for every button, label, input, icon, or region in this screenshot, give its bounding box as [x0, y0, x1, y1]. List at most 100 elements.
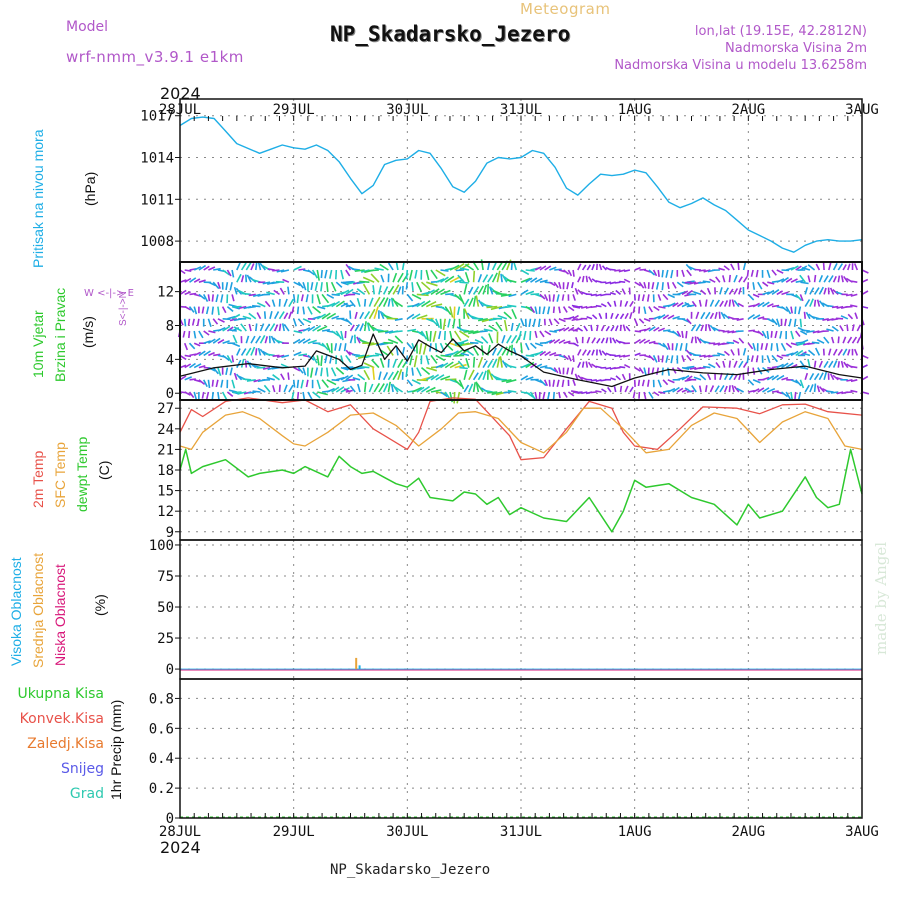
wind-arrow	[510, 322, 514, 332]
pressure-line	[179, 116, 863, 253]
wind-arrow	[422, 343, 428, 355]
wind-arrow	[257, 347, 262, 356]
wind-arrow	[179, 354, 187, 361]
y-tick-label: 25	[157, 631, 174, 647]
wind-arrow	[850, 365, 858, 369]
wind-arrow	[795, 330, 801, 337]
wind-arrow	[552, 306, 555, 314]
wind-arrow	[613, 300, 617, 307]
wind-arrow	[212, 281, 220, 290]
wind-arrow	[500, 293, 512, 297]
wind-arrow	[643, 367, 647, 375]
wind-arrow	[804, 384, 810, 393]
wind-arrow	[811, 341, 820, 344]
wind-arrow	[813, 383, 817, 393]
wind-arrow	[363, 362, 375, 369]
wind-arrow	[326, 302, 336, 308]
wind-arrow	[847, 336, 853, 344]
wind-arrow	[326, 387, 335, 393]
time-label-bottom: 29JUL	[273, 824, 315, 840]
wind-arrow	[188, 306, 195, 313]
wind-arrow	[430, 269, 438, 280]
wind-arrow	[619, 300, 623, 307]
wind-arrow	[766, 375, 775, 381]
wind-arrow	[349, 324, 355, 332]
wind-arrow	[658, 391, 666, 394]
wind-arrow	[503, 319, 508, 332]
wind-arrow	[382, 297, 389, 307]
wind-arrow	[211, 391, 214, 400]
wind-arrow	[387, 338, 399, 344]
wind-arrow	[840, 275, 844, 283]
wind-arrow	[276, 269, 285, 273]
wind-arrow	[781, 291, 789, 296]
wind-arrow	[804, 372, 809, 381]
wind-arrow	[623, 269, 631, 273]
wind-arrow	[257, 387, 266, 393]
wind-arrow	[442, 318, 446, 331]
wind-arrow	[840, 315, 849, 320]
wind-arrow	[681, 355, 685, 362]
wind-arrow	[241, 292, 252, 296]
wind-arrow	[435, 288, 445, 296]
wind-arrow	[534, 266, 542, 271]
wind-arrow	[411, 282, 414, 291]
wind-arrow	[609, 268, 616, 271]
wind-arrow	[752, 388, 760, 393]
wind-arrow	[665, 269, 669, 278]
wind-arrow	[507, 304, 517, 308]
wind-arrow	[657, 379, 662, 388]
wind-arrow	[732, 339, 740, 344]
wind-arrow	[567, 391, 575, 397]
wind-arrow	[414, 269, 418, 279]
wind-arrow	[596, 337, 601, 344]
wind-arrow	[553, 281, 559, 289]
wind-arrow	[439, 318, 442, 329]
wind-arrow	[643, 327, 651, 332]
wind-arrow	[283, 298, 288, 307]
wind-arrow	[488, 324, 498, 332]
wind-arrow	[330, 281, 337, 292]
wind-arrow	[501, 379, 512, 383]
wind-arrow	[296, 294, 300, 304]
wind-arrow	[809, 373, 815, 381]
wind-arrow	[677, 376, 685, 381]
wind-arrow	[255, 323, 258, 332]
wind-arrow	[352, 291, 361, 296]
wind-arrow	[293, 351, 302, 357]
wind-arrow	[572, 294, 576, 301]
wind-arrow	[615, 339, 621, 344]
wind-arrow	[193, 351, 202, 357]
wind-arrow	[354, 311, 358, 320]
wind-arrow	[459, 328, 470, 332]
y-tick-label: 0.2	[149, 781, 174, 797]
model-label: Model	[66, 19, 109, 35]
wind-arrow	[851, 324, 855, 332]
wind-arrow	[233, 372, 238, 381]
wind-arrow	[408, 269, 413, 281]
wind-arrow	[335, 281, 343, 288]
wind-arrow	[346, 281, 356, 285]
wind-arrow	[457, 360, 465, 369]
wind-arrow	[184, 291, 191, 296]
wind-arrow	[799, 379, 805, 389]
wind-arrow	[558, 391, 561, 399]
wind-arrow	[525, 391, 534, 398]
wind-arrow	[363, 321, 367, 332]
wind-arrow	[378, 330, 389, 333]
wind-arrow	[240, 323, 247, 332]
wind-arrow	[558, 318, 566, 323]
wind-arrow	[430, 389, 442, 393]
wind-arrow	[321, 328, 331, 332]
wind-arrow	[629, 386, 634, 393]
wind-arrow	[298, 268, 306, 271]
wind-arrow	[840, 360, 844, 368]
wind-arrow	[454, 348, 464, 357]
wind-arrow	[472, 286, 480, 295]
wind-arrow	[288, 384, 294, 393]
wind-arrow	[803, 311, 806, 319]
wind-arrow	[794, 391, 797, 399]
wind-arrow	[586, 316, 593, 320]
wind-arrow	[307, 325, 316, 332]
wind-arrow	[331, 293, 340, 296]
